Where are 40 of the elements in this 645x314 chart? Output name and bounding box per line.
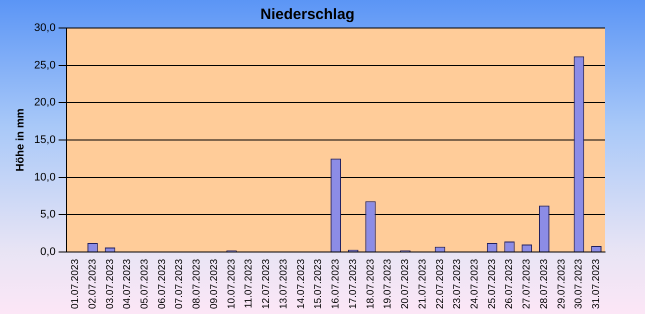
- x-tick-label: 31.07.2023: [591, 258, 602, 310]
- y-tick-label: 15,0: [34, 134, 56, 146]
- x-tick-label: 20.07.2023: [400, 258, 412, 310]
- x-tick-label: 12.07.2023: [261, 258, 272, 310]
- x-tick-label: 08.07.2023: [192, 258, 203, 310]
- x-tick-label: 17.07.2023: [348, 258, 359, 310]
- x-tick-label: 05.07.2023: [140, 258, 151, 310]
- y-tick-label: 5,0: [40, 208, 56, 221]
- x-tick-label: 01.07.2023: [70, 258, 82, 310]
- y-tick-label: 25,0: [34, 59, 56, 72]
- x-tick-label: 04.07.2023: [122, 258, 134, 310]
- chart-title: Niederschlag: [260, 6, 355, 24]
- x-tick-label: 30.07.2023: [574, 258, 585, 310]
- x-tick-label: 18.07.2023: [365, 258, 376, 310]
- x-tick-label: 28.07.2023: [538, 258, 550, 310]
- x-tick-label: 27.07.2023: [522, 258, 533, 310]
- x-tick-label: 15.07.2023: [313, 258, 324, 310]
- x-tick-label: 26.07.2023: [504, 258, 516, 310]
- y-tick-label: 10,0: [34, 171, 56, 184]
- x-tick-label: 07.07.2023: [174, 258, 186, 310]
- y-tick-label: 30,0: [34, 22, 56, 34]
- x-tick-label: 11.07.2023: [244, 258, 255, 308]
- x-tick-label: 24.07.2023: [469, 258, 480, 310]
- x-tick-label: 16.07.2023: [330, 258, 342, 310]
- x-tick-label: 09.07.2023: [208, 258, 220, 310]
- x-tick-label: 13.07.2023: [278, 258, 290, 310]
- x-tick-label: 19.07.2023: [382, 258, 394, 310]
- x-tick-label: 06.07.2023: [156, 258, 168, 310]
- x-tick-label: 29.07.2023: [556, 258, 568, 310]
- y-axis-title: Höhe in mm: [14, 108, 27, 172]
- x-tick-label: 14.07.2023: [296, 258, 307, 310]
- x-tick-label: 02.07.2023: [87, 258, 98, 310]
- x-tick-label: 25.07.2023: [486, 258, 498, 310]
- x-tick-label: 22.07.2023: [434, 258, 446, 310]
- x-tick-label: 03.07.2023: [104, 258, 116, 310]
- y-tick-label: 20,0: [34, 96, 56, 109]
- y-tick-label: 0,0: [40, 246, 56, 258]
- x-tick-label: 23.07.2023: [452, 258, 464, 310]
- x-tick-label: 10.07.2023: [226, 258, 238, 310]
- x-tick-label: 21.07.2023: [417, 258, 428, 310]
